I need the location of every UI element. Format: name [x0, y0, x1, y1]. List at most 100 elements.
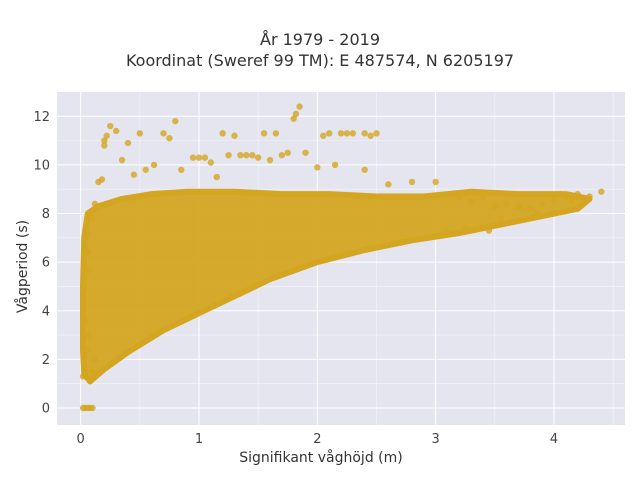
data-point: [249, 151, 256, 159]
y-tick-label: 10: [33, 158, 50, 173]
data-point: [91, 200, 99, 208]
data-point: [83, 268, 90, 276]
data-point: [142, 166, 149, 173]
data-point: [260, 130, 268, 137]
data-point: [331, 161, 339, 169]
data-point: [284, 149, 291, 156]
data-point: [83, 229, 90, 237]
x-axis-label: Signifikant våghöjd (m): [239, 449, 402, 466]
data-point: [81, 361, 88, 368]
data-point: [231, 132, 238, 139]
data-point: [278, 151, 286, 159]
x-tick-label: 3: [432, 432, 440, 447]
data-point: [325, 130, 333, 137]
data-point: [160, 130, 167, 137]
chart-title: År 1979 - 2019: [260, 30, 380, 49]
data-point: [130, 171, 138, 178]
data-point: [89, 215, 96, 222]
data-point: [84, 331, 91, 339]
data-point: [225, 151, 232, 159]
data-point: [243, 151, 250, 159]
data-point: [150, 161, 158, 169]
data-point: [254, 154, 262, 161]
data-point: [98, 176, 106, 183]
data-point: [207, 159, 215, 166]
y-tick-label: 12: [33, 110, 50, 125]
data-point: [408, 178, 416, 186]
data-point: [538, 200, 546, 208]
y-tick-label: 4: [42, 304, 50, 319]
data-point: [91, 356, 99, 363]
data-point: [84, 249, 91, 256]
y-tick-label: 8: [42, 207, 50, 222]
x-axis: 0 1 2 3 4: [77, 432, 559, 447]
data-point: [320, 132, 327, 139]
data-point: [237, 151, 244, 159]
data-point: [444, 229, 451, 237]
data-point: [467, 198, 475, 205]
data-point: [497, 215, 504, 222]
data-point: [533, 210, 540, 217]
data-point: [112, 127, 120, 135]
data-point: [213, 173, 220, 181]
data-point: [195, 154, 203, 161]
data-point: [373, 130, 380, 137]
data-point: [432, 178, 439, 186]
x-tick-label: 0: [77, 432, 85, 447]
data-point: [166, 134, 173, 142]
data-point: [556, 190, 564, 198]
data-point: [361, 166, 368, 173]
data-point: [302, 149, 309, 156]
y-tick-label: 0: [42, 401, 50, 416]
data-point: [485, 227, 493, 234]
data-point: [550, 198, 558, 205]
data-point: [201, 154, 209, 161]
data-point: [515, 203, 522, 210]
data-point: [491, 203, 499, 210]
data-point: [337, 130, 345, 137]
x-tick-label: 2: [313, 432, 321, 447]
data-point: [219, 130, 226, 137]
x-tick-label: 1: [195, 432, 203, 447]
data-point: [296, 103, 303, 110]
data-point: [361, 130, 368, 137]
data-point: [103, 132, 110, 139]
x-tick-label: 4: [550, 432, 558, 447]
data-point: [568, 198, 575, 205]
y-tick-label: 6: [42, 256, 50, 271]
data-point: [86, 378, 94, 385]
data-point: [290, 115, 297, 122]
y-tick-label: 2: [42, 353, 50, 368]
data-point: [89, 404, 96, 412]
data-point: [136, 130, 144, 137]
data-point: [101, 137, 108, 144]
data-point: [118, 156, 126, 164]
data-point: [574, 190, 581, 198]
data-point: [266, 156, 274, 164]
data-point: [292, 110, 300, 118]
chart-subtitle: Koordinat (Sweref 99 TM): E 487574, N 62…: [125, 51, 515, 70]
data-point: [83, 346, 90, 353]
y-axis-label: Vågperiod (s): [14, 220, 31, 313]
data-point: [598, 188, 605, 195]
data-point: [81, 285, 88, 293]
data-point: [462, 224, 469, 232]
data-point: [385, 181, 392, 188]
data-point: [272, 130, 280, 137]
data-point: [367, 132, 374, 139]
data-point: [79, 373, 87, 380]
data-point: [82, 317, 89, 324]
data-point: [101, 142, 108, 149]
data-point: [189, 154, 197, 161]
data-point: [503, 200, 510, 208]
data-point: [178, 166, 185, 173]
data-point: [343, 130, 351, 137]
data-point: [527, 205, 534, 212]
data-point: [456, 193, 463, 200]
data-point: [172, 117, 179, 125]
data-point: [107, 122, 114, 130]
data-point: [479, 193, 487, 200]
data-point: [124, 139, 132, 147]
scatter-points: [79, 103, 605, 412]
